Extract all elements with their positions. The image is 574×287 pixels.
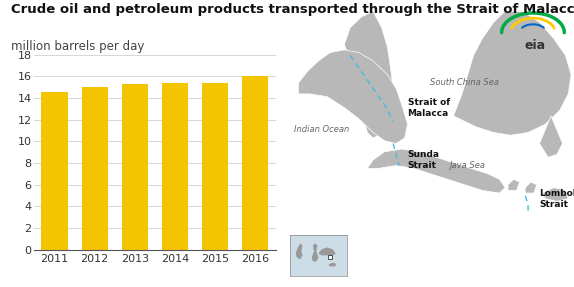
- Text: Crude oil and petroleum products transported through the Strait of Malacca: Crude oil and petroleum products transpo…: [11, 3, 574, 16]
- Polygon shape: [453, 11, 571, 135]
- Polygon shape: [540, 116, 563, 157]
- Bar: [162, 83, 188, 250]
- Polygon shape: [329, 263, 336, 267]
- Bar: [202, 83, 228, 250]
- Text: South China Sea: South China Sea: [430, 78, 499, 87]
- Polygon shape: [508, 179, 519, 190]
- Polygon shape: [367, 149, 505, 193]
- Bar: [41, 92, 68, 250]
- Polygon shape: [296, 243, 302, 259]
- Polygon shape: [319, 247, 336, 255]
- Bar: [82, 87, 108, 250]
- Text: Lombok
Strait: Lombok Strait: [540, 189, 574, 209]
- Polygon shape: [298, 50, 408, 144]
- Text: million barrels per day: million barrels per day: [11, 40, 145, 53]
- Polygon shape: [344, 11, 396, 138]
- Bar: [242, 76, 269, 250]
- Text: Sunda
Strait: Sunda Strait: [408, 150, 440, 170]
- Text: Java Sea: Java Sea: [450, 161, 486, 170]
- Polygon shape: [312, 243, 319, 261]
- Polygon shape: [525, 182, 537, 193]
- Text: Strait of
Malacca: Strait of Malacca: [408, 98, 450, 118]
- Text: Indian Ocean: Indian Ocean: [294, 125, 349, 134]
- Text: eia: eia: [525, 39, 546, 52]
- Bar: [122, 84, 148, 250]
- Polygon shape: [542, 188, 568, 201]
